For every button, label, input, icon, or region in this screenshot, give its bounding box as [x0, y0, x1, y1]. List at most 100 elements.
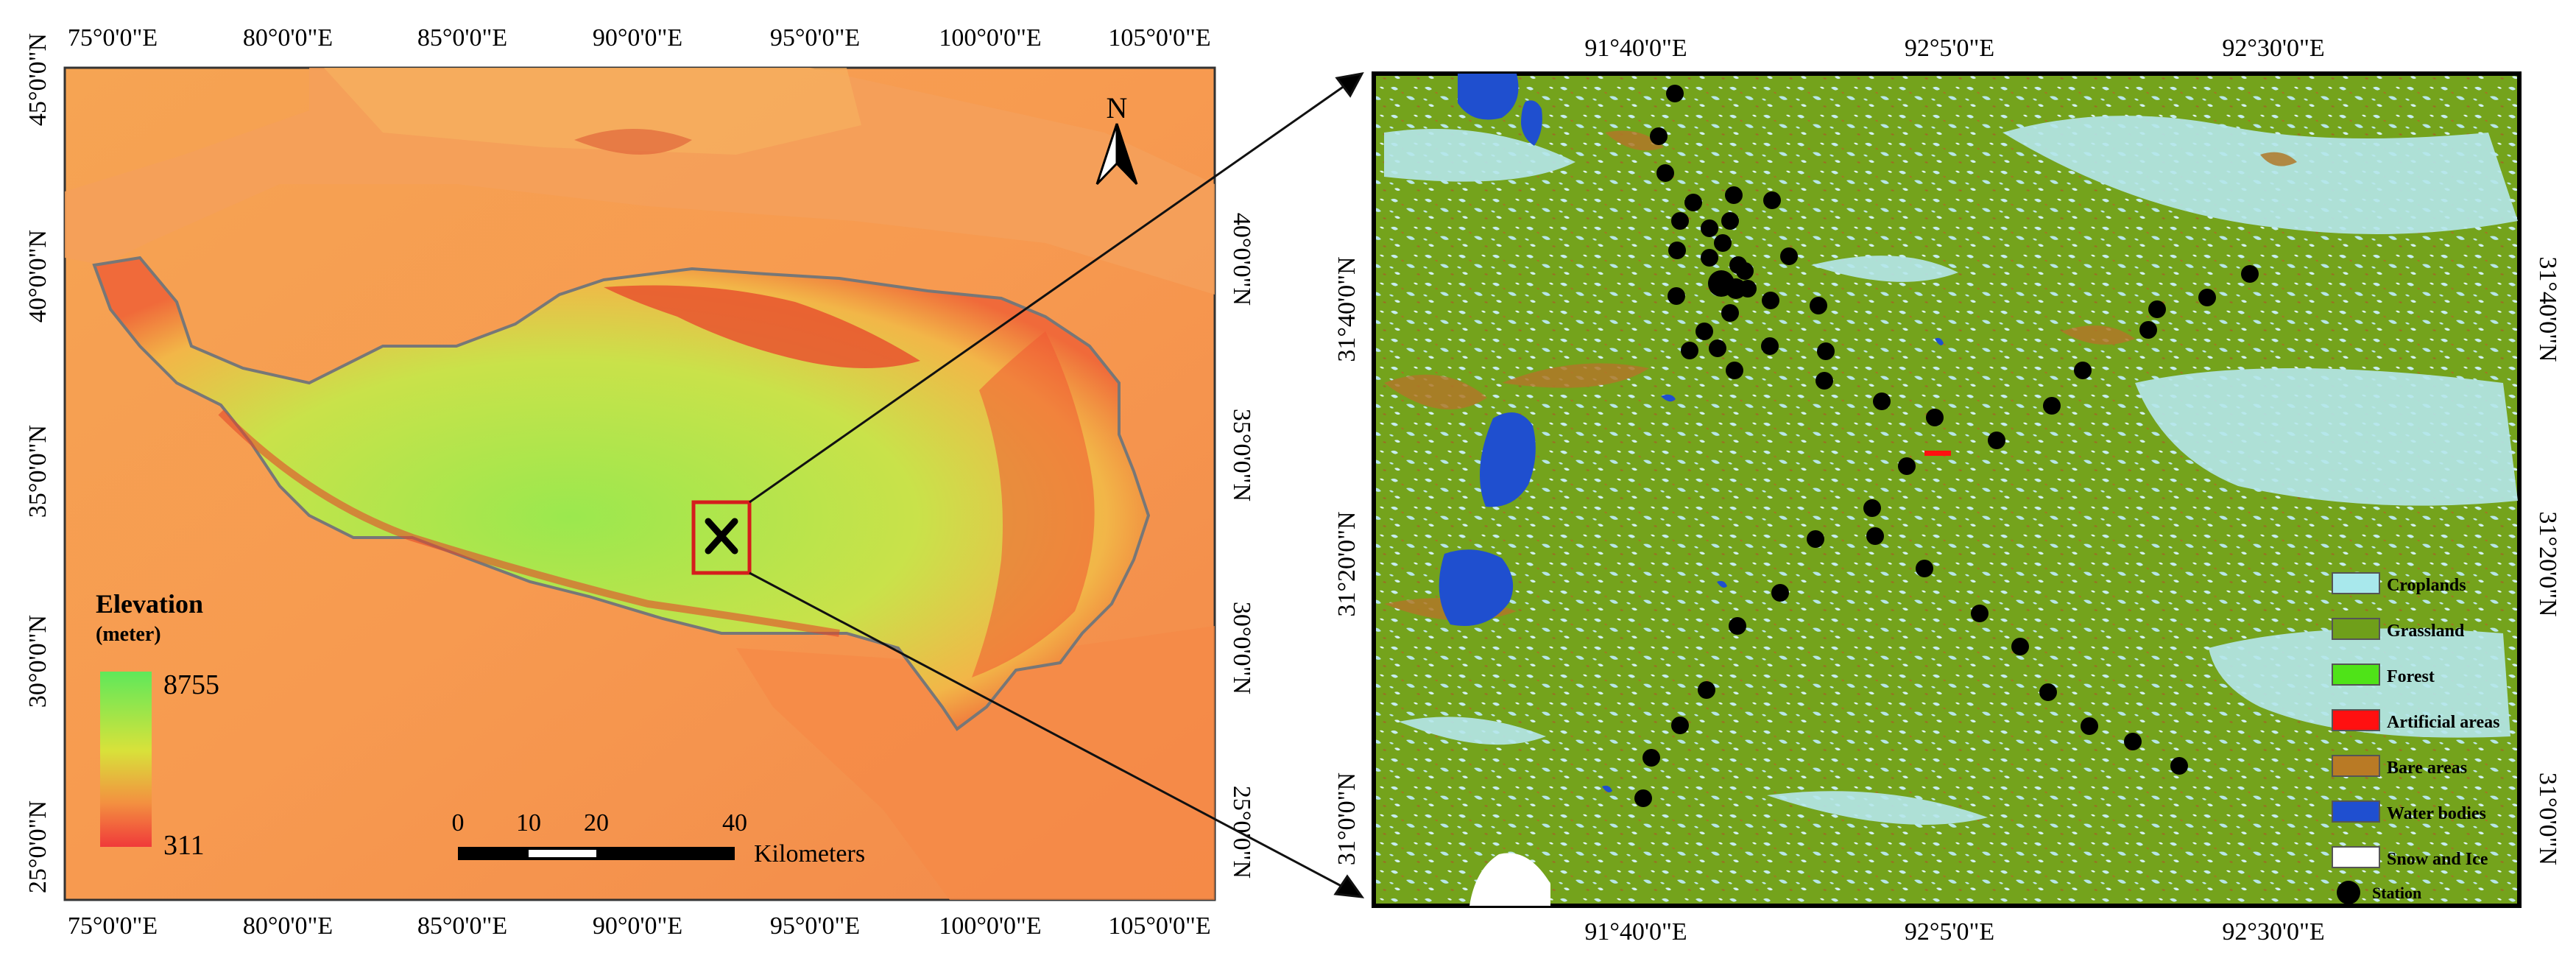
left-lat-label: 31°20'0"N [1333, 511, 1361, 616]
right-lat-label: 40°0'0"N [1228, 213, 1255, 306]
lake-north-small [1521, 100, 1542, 146]
legend-swatch-forest [2332, 664, 2380, 686]
right-lat-label: 31°40'0"N [2534, 256, 2561, 362]
station-marker [2081, 717, 2098, 735]
elevation-colorbar [100, 672, 152, 847]
station-marker [1684, 194, 1702, 211]
left-lat-label: 25°0'0"N [24, 800, 52, 893]
station-marker [1866, 527, 1884, 545]
right-lat-labels: 40°0'0"N 35°0'0"N 30°0'0"N 25°0'0"N [1228, 213, 1255, 879]
bottom-lon-label: 80°0'0"E [243, 912, 333, 940]
right-bottom-lon-labels: 91°40'0"E 92°5'0"E 92°30'0"E [1584, 918, 2324, 946]
station-marker [2039, 683, 2057, 701]
station-marker [2124, 733, 2142, 750]
bottom-lon-label: 85°0'0"E [417, 912, 507, 940]
bottom-lon-label: 95°0'0"E [770, 912, 860, 940]
station-marker [1725, 186, 1743, 204]
top-lon-label: 75°0'0"E [68, 24, 158, 52]
legend-swatch-station [2337, 881, 2360, 904]
study-area-box [691, 500, 752, 575]
tibetan-plateau [92, 256, 1151, 731]
scale-unit-label: Kilometers [754, 840, 865, 867]
station-marker [2148, 300, 2166, 318]
station-marker [1698, 681, 1715, 699]
bottom-lon-labels: 75°0'0"E 80°0'0"E 85°0'0"E 90°0'0"E 95°0… [68, 912, 1211, 940]
station-marker [1780, 247, 1798, 265]
legend-label-artificial: Artificial areas [2387, 713, 2500, 732]
legend-label-water: Water bodies [2387, 804, 2486, 823]
land-cover-legend: Croplands Grassland Forest Artificial ar… [2332, 572, 2500, 904]
scale-bar: 0 10 20 40 Kilometers [452, 809, 866, 867]
station-marker [1634, 789, 1652, 807]
mongolia-region [324, 68, 861, 155]
pond-4 [1602, 785, 1612, 792]
top-lon-label: 95°0'0"E [770, 24, 860, 52]
red-peak-north [574, 129, 692, 155]
top-lon-label: 85°0'0"E [417, 24, 507, 52]
tarim-region [65, 68, 1215, 295]
station-marker [1810, 297, 1827, 314]
station-marker [1729, 617, 1746, 635]
zoom-connectors [749, 71, 1365, 898]
lake-south [1439, 549, 1514, 626]
croplands-patches [1384, 116, 2518, 825]
station-marker [1666, 85, 1684, 102]
station-marker [1668, 287, 1685, 305]
bottom-lon-label: 92°5'0"E [1905, 918, 1994, 946]
left-lat-labels: 45°0'0"N 40°0'0"N 35°0'0"N 30°0'0"N 25°0… [24, 33, 52, 893]
station-marker [1721, 212, 1739, 230]
eastern-valleys [972, 331, 1095, 677]
station-marker [1650, 127, 1668, 145]
station-marker [1714, 234, 1732, 252]
station-marker [1815, 372, 1833, 390]
left-lat-label: 31°0'0"N [1333, 772, 1361, 865]
station-marker [1916, 560, 1933, 577]
legend-swatch-croplands [2332, 572, 2380, 594]
water-bodies [1439, 74, 1944, 792]
station-marker [1971, 605, 1989, 622]
elevation-legend-title: Elevation [96, 589, 203, 619]
right-left-lat-labels: 31°40'0"N 31°20'0"N 31°0'0"N [1333, 256, 1361, 865]
station-marker [1873, 393, 1891, 410]
right-top-lon-labels: 91°40'0"E 92°5'0"E 92°30'0"E [1584, 35, 2324, 62]
left-lat-label: 40°0'0"N [24, 230, 52, 323]
study-area-stations [705, 518, 738, 555]
left-lat-label: 30°0'0"N [24, 615, 52, 708]
station-marker [1763, 191, 1781, 209]
scale-tick-label: 10 [516, 809, 541, 837]
qaidam-basin [604, 285, 920, 368]
station-marker [1762, 292, 1779, 309]
station-marker [1668, 242, 1686, 259]
scale-tick-label: 0 [452, 809, 465, 837]
land-cover-map-panel: Croplands Grassland Forest Artificial ar… [1333, 35, 2561, 946]
elevation-legend: Elevation (meter) 8755 311 [96, 589, 219, 861]
bottom-lon-label: 75°0'0"E [68, 912, 158, 940]
station-marker [1721, 304, 1739, 322]
station-marker [1817, 342, 1835, 360]
station-marker [2139, 321, 2157, 339]
station-marker [1681, 342, 1698, 359]
station-marker [1726, 362, 1743, 379]
bottom-lon-label: 92°30'0"E [2222, 918, 2324, 946]
elevation-legend-unit: (meter) [96, 623, 161, 646]
elevation-map-panel: 75°0'0"E 80°0'0"E 85°0'0"E 90°0'0"E 95°0… [24, 24, 1255, 940]
bottom-lon-label: 105°0'0"E [1108, 912, 1210, 940]
elevation-max-label: 8755 [163, 669, 219, 700]
station-marker [2011, 638, 2029, 655]
station-marker [1656, 164, 1674, 182]
top-lon-label: 90°0'0"E [593, 24, 682, 52]
stations [1634, 85, 2259, 807]
legend-swatch-snow [2332, 846, 2380, 868]
bottom-lon-label: 91°40'0"E [1584, 918, 1687, 946]
legend-label-grassland: Grassland [2387, 622, 2465, 641]
scale-tick-label: 20 [584, 809, 609, 837]
north-arrow-letter: N [1107, 91, 1128, 124]
legend-swatch-grassland [2332, 618, 2380, 640]
top-lon-label: 92°30'0"E [2222, 35, 2324, 62]
right-lat-label: 30°0'0"N [1228, 602, 1255, 694]
top-lon-label: 92°5'0"E [1905, 35, 1994, 62]
station-marker [2170, 757, 2188, 775]
bottom-lon-label: 100°0'0"E [939, 912, 1041, 940]
station-marker [1988, 432, 2005, 449]
